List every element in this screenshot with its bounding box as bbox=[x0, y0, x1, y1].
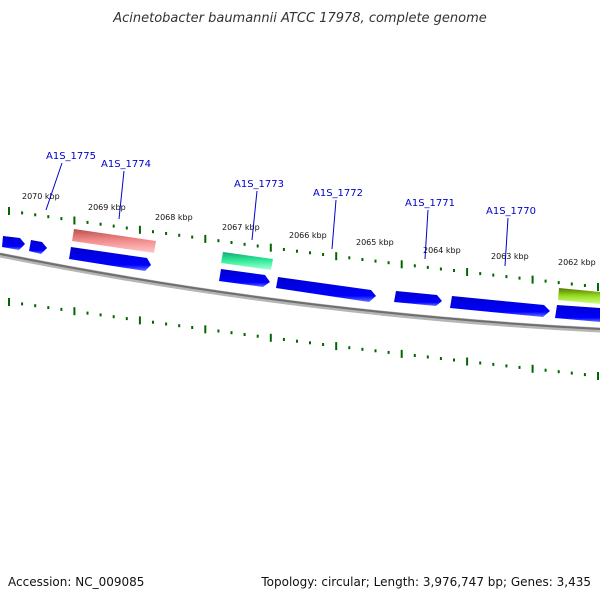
scale-label: 2062 kbp bbox=[558, 258, 596, 267]
genome-summary-text: Topology: circular; Length: 3,976,747 bp… bbox=[260, 575, 591, 589]
cds-arrow-7 bbox=[450, 296, 550, 317]
genome-backbone-core bbox=[0, 253, 600, 330]
other-feature-olive bbox=[558, 288, 600, 304]
gene-label: A1S_1774 bbox=[101, 159, 151, 170]
outer-tick-ring bbox=[8, 207, 599, 291]
scale-label: 2068 kbp bbox=[155, 213, 193, 222]
gene-labels: A1S_1775 A1S_1774 A1S_1773 A1S_1772 A1S_… bbox=[46, 151, 536, 217]
scale-labels: 2070 kbp 2069 kbp 2068 kbp 2067 kbp 2066… bbox=[22, 192, 596, 267]
map-title: Acinetobacter baumannii ATCC 17978, comp… bbox=[112, 11, 487, 26]
cds-arrow-2 bbox=[29, 240, 47, 254]
gene-label-lines bbox=[45, 162, 509, 267]
scale-label: 2069 kbp bbox=[88, 203, 126, 212]
gene-label-line bbox=[424, 209, 429, 260]
cds-arrow-1 bbox=[2, 236, 25, 250]
rna-feature-red bbox=[72, 229, 156, 253]
cds-arrow-6 bbox=[394, 291, 442, 306]
scale-label: 2064 kbp bbox=[423, 246, 461, 255]
rna-feature-green bbox=[221, 252, 273, 270]
scale-label: 2070 kbp bbox=[22, 192, 60, 201]
gene-label-line bbox=[331, 199, 337, 250]
scale-label: 2063 kbp bbox=[491, 252, 529, 261]
gene-label-line bbox=[45, 162, 63, 211]
gene-label-line bbox=[504, 217, 509, 267]
gene-label: A1S_1772 bbox=[313, 188, 363, 199]
scale-label: 2065 kbp bbox=[356, 238, 394, 247]
gene-label-line bbox=[118, 170, 125, 220]
scale-label: 2066 kbp bbox=[289, 231, 327, 240]
cds-arrow-4 bbox=[219, 269, 270, 287]
scale-label: 2067 kbp bbox=[222, 223, 260, 232]
genome-backbone bbox=[0, 252, 600, 333]
gene-label: A1S_1775 bbox=[46, 151, 96, 162]
accession-text: Accession: NC_009085 bbox=[8, 575, 144, 589]
gene-label: A1S_1773 bbox=[234, 179, 284, 190]
cds-arrow-3 bbox=[69, 247, 151, 271]
cds-arrow-5 bbox=[276, 277, 376, 302]
cds-arrow-8 bbox=[555, 305, 600, 322]
gene-label-line bbox=[251, 190, 258, 241]
gene-label: A1S_1770 bbox=[486, 206, 536, 217]
inner-tick-ring bbox=[8, 298, 599, 380]
gene-label: A1S_1771 bbox=[405, 198, 455, 209]
